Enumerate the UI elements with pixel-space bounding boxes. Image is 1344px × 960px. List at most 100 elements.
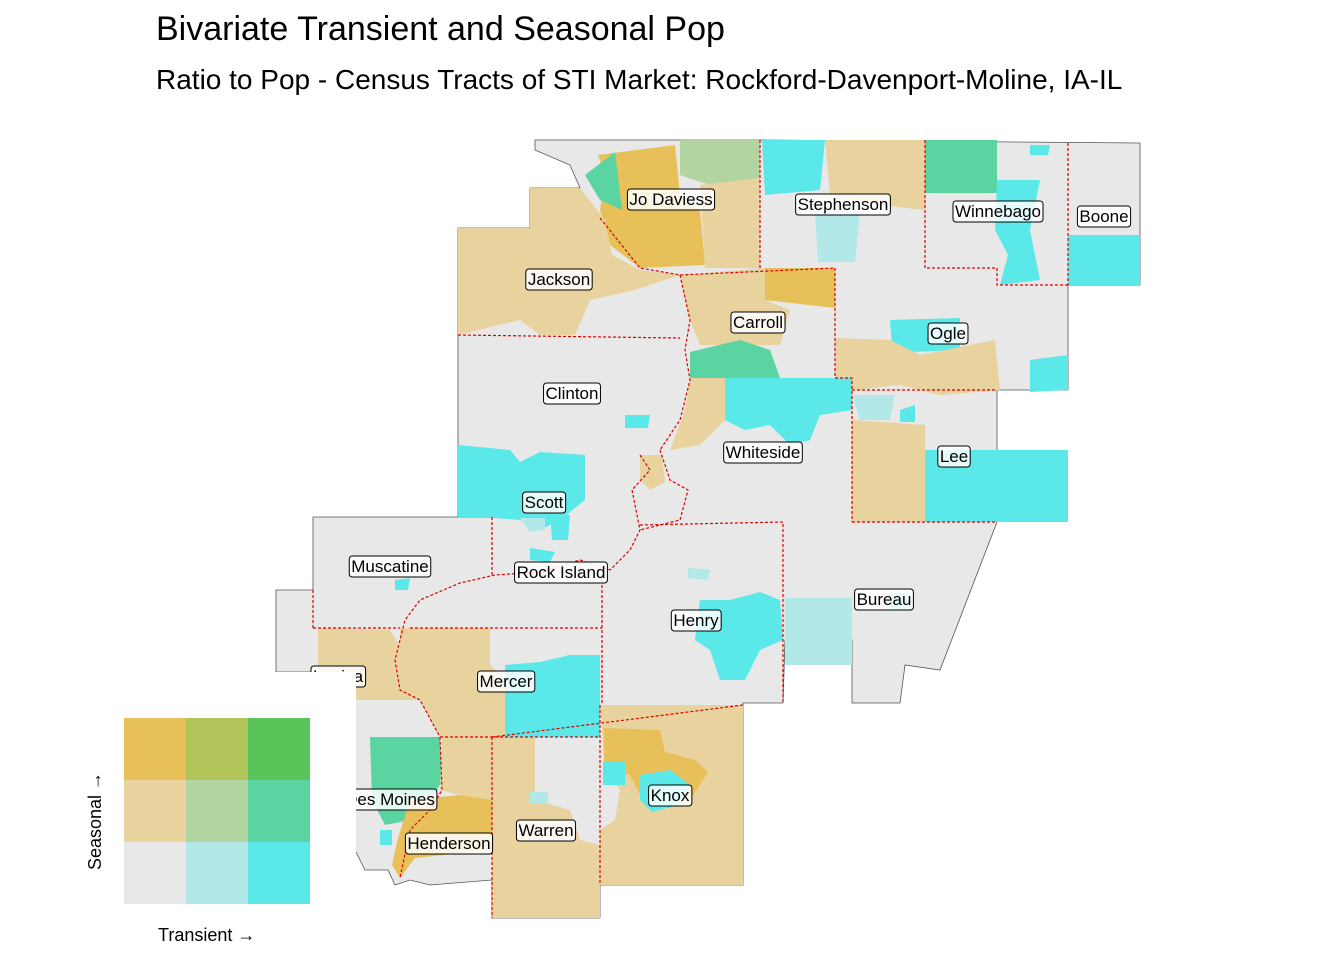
- county-name: Winnebago: [955, 202, 1041, 221]
- county-name: Rock Island: [517, 563, 606, 582]
- county-name: Carroll: [733, 313, 783, 332]
- county-name: Henry: [673, 611, 719, 630]
- county-name: Bureau: [857, 590, 912, 609]
- county-label: Mercer: [477, 670, 536, 693]
- county-label: Clinton: [543, 382, 601, 405]
- county-name: Boone: [1079, 207, 1128, 226]
- county-label: Winnebago: [952, 200, 1044, 223]
- tract: [603, 762, 625, 785]
- tract: [785, 598, 852, 665]
- county-label: Rock Island: [514, 561, 608, 584]
- legend-cell-high-low: [248, 842, 310, 904]
- tract: [925, 450, 1068, 522]
- tract: [550, 512, 570, 540]
- tract: [395, 578, 410, 590]
- map-subtitle: Ratio to Pop - Census Tracts of STI Mark…: [156, 64, 1123, 95]
- tract: [1030, 145, 1050, 155]
- legend-cell-high-mid: [248, 780, 310, 842]
- county-label: Boone: [1076, 205, 1132, 228]
- tract: [1068, 235, 1140, 285]
- county-label: Knox: [648, 784, 693, 807]
- legend-grid: [124, 718, 310, 904]
- county-label: Stephenson: [795, 193, 891, 216]
- legend-cell-low-high: [124, 718, 186, 780]
- county-label-box: [477, 670, 536, 693]
- county-name: Whiteside: [726, 443, 801, 462]
- tract: [680, 140, 760, 185]
- tract: [852, 395, 895, 420]
- county-name: Stephenson: [798, 195, 889, 214]
- county-label-box: [626, 188, 716, 211]
- county-label-box: [525, 268, 593, 291]
- county-label-box: [670, 609, 722, 632]
- tract: [725, 378, 852, 445]
- legend-cell-mid-mid: [186, 780, 248, 842]
- tract: [815, 210, 860, 262]
- tract: [380, 830, 392, 845]
- bivariate-legend: Transient → Seasonal →: [0, 672, 356, 960]
- county-label-box: [348, 555, 432, 578]
- tract: [765, 268, 835, 308]
- legend-cell-high-high: [248, 718, 310, 780]
- county-label: Warren: [515, 819, 577, 842]
- county-name: Jo Daviess: [629, 190, 712, 209]
- tract: [440, 737, 492, 800]
- county-label: Jackson: [525, 268, 593, 291]
- tract: [530, 548, 555, 562]
- tract: [625, 415, 650, 428]
- tract: [835, 338, 1000, 395]
- county-label-box: [795, 193, 891, 216]
- tract: [1030, 355, 1068, 392]
- county-label: Whiteside: [723, 441, 803, 464]
- legend-x-label: Transient →: [158, 925, 255, 945]
- legend-cell-mid-high: [186, 718, 248, 780]
- tract: [762, 140, 825, 195]
- tract: [900, 405, 915, 422]
- county-label-box: [927, 322, 969, 345]
- legend-cell-mid-low: [186, 842, 248, 904]
- county-label-box: [854, 588, 914, 611]
- county-labels: Jo Daviess Stephenson Winnebago Boone Jackso…: [310, 188, 1132, 855]
- county-label: Scott: [522, 491, 567, 514]
- county-label: Ogle: [927, 322, 969, 345]
- county-label: Henry: [670, 609, 722, 632]
- tracts: [318, 140, 1140, 918]
- county-name: Warren: [518, 821, 573, 840]
- county-borders: [312, 140, 1069, 918]
- county-name: Mercer: [480, 672, 533, 691]
- tract: [458, 188, 680, 335]
- tract: [530, 792, 548, 804]
- county-label-box: [723, 441, 803, 464]
- county-name: Des Moines: [345, 790, 435, 809]
- map-title: Bivariate Transient and Seasonal Pop: [156, 10, 725, 48]
- tract: [670, 378, 725, 450]
- tract: [585, 152, 622, 210]
- county-label-box: [515, 819, 577, 842]
- county-label-box: [648, 784, 693, 807]
- county-label: Muscatine: [348, 555, 432, 578]
- county-name: Lee: [940, 447, 968, 466]
- county-name: Henderson: [407, 834, 490, 853]
- tract: [852, 420, 925, 522]
- legend-cell-low-mid: [124, 780, 186, 842]
- tract: [825, 140, 925, 210]
- county-name: Scott: [525, 493, 564, 512]
- tract: [400, 628, 505, 737]
- county-label-box: [1076, 205, 1132, 228]
- county-name: Clinton: [546, 384, 599, 403]
- tract: [925, 140, 997, 193]
- legend-y-label: Seasonal →: [85, 772, 105, 870]
- county-name: Ogle: [930, 324, 966, 343]
- county-label-box: [543, 382, 601, 405]
- county-label-box: [404, 832, 494, 855]
- county-label: Bureau: [854, 588, 914, 611]
- county-label: Des Moines: [342, 788, 438, 811]
- county-name: Jackson: [528, 270, 590, 289]
- county-label: Jo Daviess: [626, 188, 716, 211]
- tract: [688, 568, 710, 580]
- county-label: Lee: [937, 445, 971, 468]
- county-label-box: [514, 561, 608, 584]
- county-label-box: [522, 491, 567, 514]
- county-label-box: [730, 311, 786, 334]
